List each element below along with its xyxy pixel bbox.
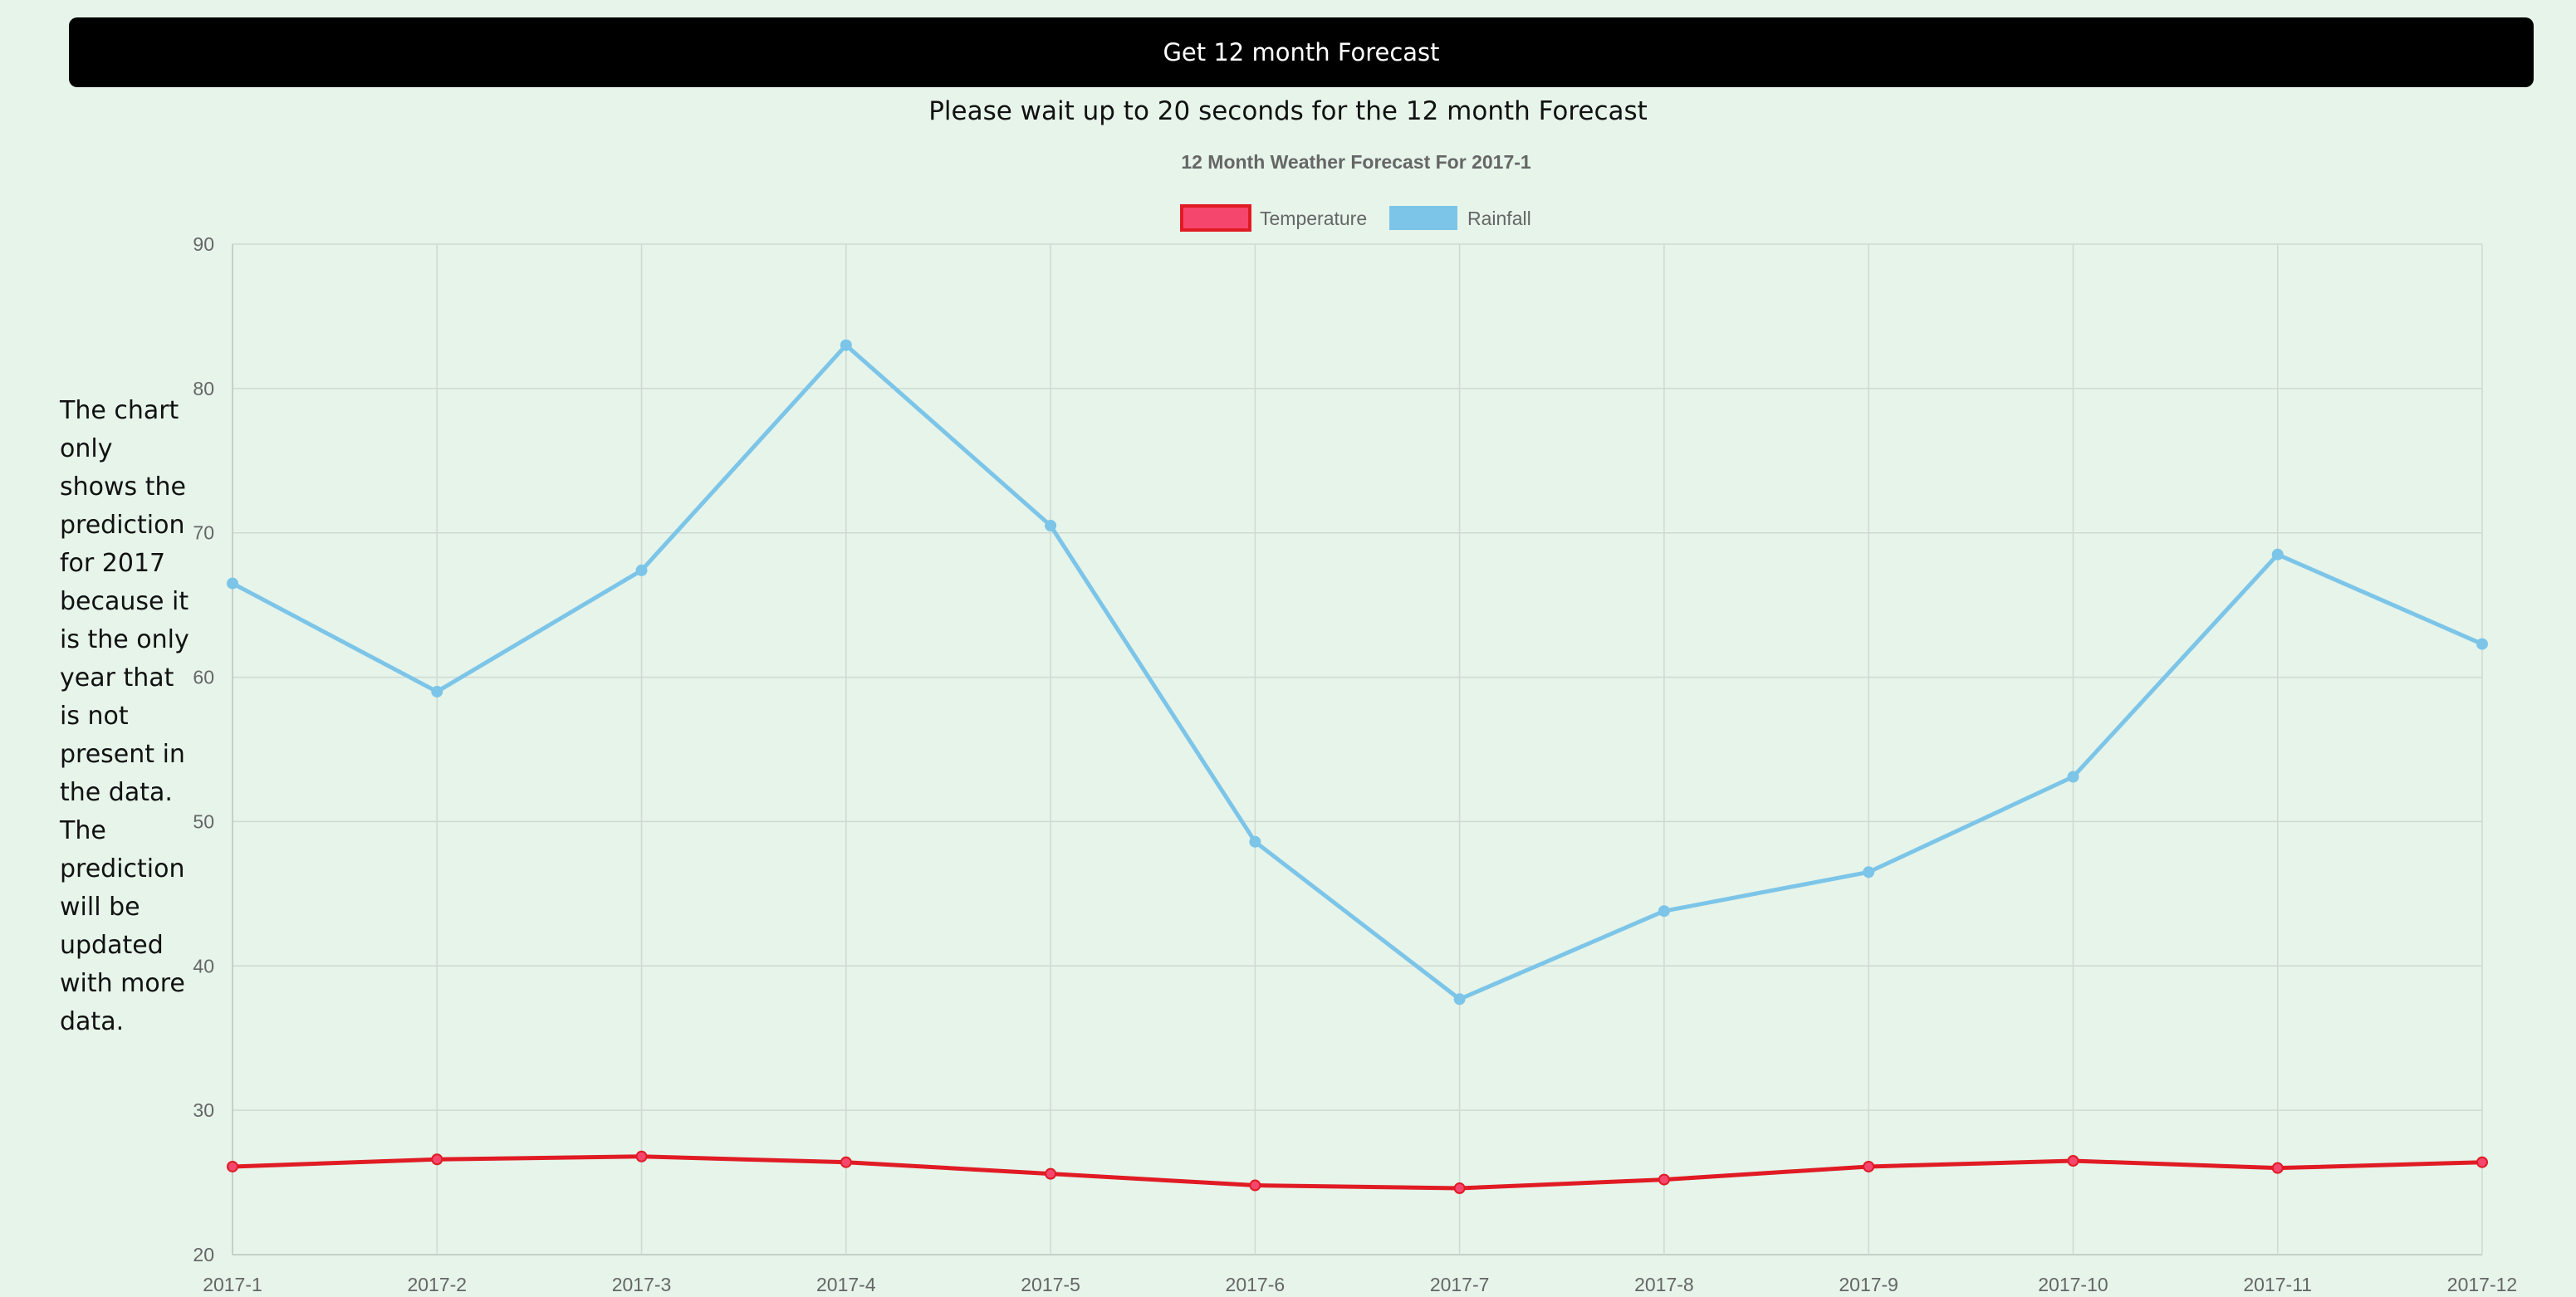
x-tick-label: 2017-12 (2447, 1274, 2517, 1295)
rainfall-point[interactable] (1249, 835, 1261, 848)
rainfall-legend-label[interactable]: Rainfall (1467, 208, 1531, 229)
y-tick-label: 30 (193, 1099, 214, 1121)
y-tick-label: 50 (193, 810, 214, 832)
rainfall-line (231, 343, 2484, 1001)
rainfall-point[interactable] (840, 339, 852, 351)
temperature-point[interactable] (1045, 1167, 1057, 1180)
x-tick-label: 2017-2 (407, 1274, 467, 1295)
x-tick-label: 2017-9 (1839, 1274, 1898, 1295)
rainfall-legend-swatch[interactable] (1389, 206, 1457, 230)
rainfall-point[interactable] (635, 564, 648, 576)
x-tick-label: 2017-6 (1226, 1274, 1286, 1295)
y-tick-label: 40 (193, 955, 214, 976)
chart-title: 12 Month Weather Forecast For 2017-1 (1181, 151, 1531, 173)
rainfall-point[interactable] (1453, 993, 1466, 1006)
x-tick-label: 2017-5 (1021, 1274, 1080, 1295)
temperature-point[interactable] (2271, 1162, 2284, 1174)
get-forecast-button[interactable]: Get 12 month Forecast (69, 17, 2534, 87)
rainfall-point[interactable] (2271, 548, 2284, 560)
temperature-legend-label[interactable]: Temperature (1260, 208, 1367, 229)
chart-series (227, 339, 2488, 1195)
y-tick-label: 70 (193, 522, 214, 544)
rainfall-point[interactable] (227, 577, 238, 590)
y-axis: 20 30 40 50 60 70 80 90 (193, 233, 214, 1265)
temperature-point[interactable] (635, 1150, 648, 1162)
y-tick-label: 60 (193, 667, 214, 688)
temperature-point[interactable] (227, 1160, 238, 1172)
x-tick-label: 2017-11 (2243, 1274, 2312, 1295)
x-tick-label: 2017-3 (612, 1274, 672, 1295)
x-tick-label: 2017-7 (1430, 1274, 1490, 1295)
rainfall-point[interactable] (2476, 638, 2488, 650)
temperature-point[interactable] (1249, 1179, 1261, 1192)
y-tick-label: 90 (193, 233, 214, 255)
x-tick-label: 2017-4 (816, 1274, 876, 1295)
x-tick-label: 2017-10 (2038, 1274, 2108, 1295)
rainfall-point[interactable] (2067, 771, 2079, 783)
x-axis: 2017-1 2017-2 2017-3 2017-4 2017-5 2017-6 2017… (203, 1274, 2517, 1295)
temperature-point[interactable] (2476, 1156, 2488, 1168)
chart-legend: Temperature Rainfall (1180, 204, 1531, 232)
temperature-legend-swatch[interactable] (1180, 204, 1251, 232)
temperature-point[interactable] (1453, 1182, 1466, 1195)
temperature-point[interactable] (2067, 1154, 2079, 1167)
x-tick-label: 2017-8 (1634, 1274, 1694, 1295)
temperature-line (232, 1154, 2483, 1191)
wait-message: Please wait up to 20 seconds for the 12 … (928, 96, 1648, 126)
rainfall-point[interactable] (1658, 905, 1670, 918)
x-tick-label: 2017-1 (203, 1274, 262, 1295)
temperature-point[interactable] (1658, 1173, 1670, 1186)
y-tick-label: 80 (193, 378, 214, 399)
rainfall-point[interactable] (1045, 520, 1057, 532)
rainfall-point[interactable] (1863, 866, 1875, 879)
temperature-point[interactable] (840, 1156, 852, 1168)
y-tick-label: 20 (193, 1244, 214, 1265)
side-note: The chart only shows the prediction for … (60, 396, 189, 1036)
temperature-point[interactable] (431, 1153, 443, 1166)
rainfall-point[interactable] (431, 685, 443, 697)
chart-grid (232, 243, 2483, 1255)
temperature-point[interactable] (1863, 1160, 1875, 1172)
